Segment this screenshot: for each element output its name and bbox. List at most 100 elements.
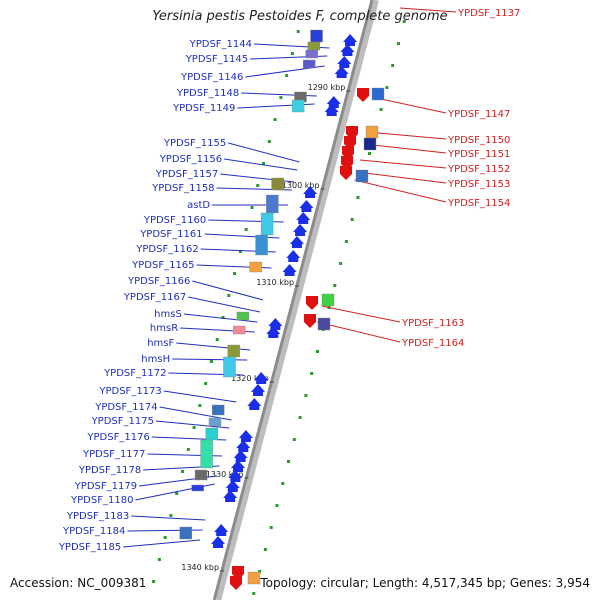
gene-leader-left xyxy=(131,515,206,521)
gene-label-left: YPDSF_1178 xyxy=(78,465,141,476)
forward-gene-arrow xyxy=(266,326,281,338)
forward-gene-arrow xyxy=(225,480,240,492)
gene-block-left xyxy=(271,177,284,191)
gene-label-left: YPDSF_1167 xyxy=(123,292,186,303)
gene-block-left xyxy=(260,212,274,236)
outer-track-dot xyxy=(333,284,337,287)
forward-gene-arrow xyxy=(326,96,341,108)
forward-gene-arrow xyxy=(299,200,314,212)
gene-block-right xyxy=(247,571,261,585)
outer-track-dot xyxy=(356,196,360,199)
forward-gene-arrow xyxy=(251,384,266,396)
gene-leader-left xyxy=(192,280,264,301)
gene-label-left: YPDSF_1172 xyxy=(103,368,166,379)
inner-track-dot xyxy=(209,360,213,363)
forward-gene-arrow xyxy=(231,460,246,472)
reverse-gene-arrow xyxy=(230,576,242,590)
forward-gene-arrow xyxy=(296,212,311,224)
gene-label-right: YPDSF_1163 xyxy=(401,318,464,329)
scale-label: 1340 kbp xyxy=(181,563,219,572)
gene-leader-left xyxy=(172,358,248,361)
forward-gene-arrow xyxy=(228,470,243,482)
gene-block-left xyxy=(205,427,219,441)
gene-block-left xyxy=(227,344,240,358)
gene-label-left: hmsF xyxy=(147,338,174,349)
gene-label-right: YPDSF_1152 xyxy=(447,164,510,175)
gene-leader-right xyxy=(359,159,447,169)
gene-block-left xyxy=(255,234,268,256)
gene-label-left: YPDSF_1161 xyxy=(139,229,202,240)
map-title: Yersinia pestis Pestoides F, complete ge… xyxy=(152,9,448,24)
inner-track-dot xyxy=(192,426,196,429)
gene-label-left: YPDSF_1166 xyxy=(127,276,190,287)
inner-track-dot xyxy=(290,52,294,55)
outer-track-dot xyxy=(315,350,319,353)
gene-label-left: YPDSF_1184 xyxy=(62,526,125,537)
gene-block-left xyxy=(291,99,305,113)
inner-track-dot xyxy=(163,536,167,539)
gene-block-left xyxy=(211,404,225,416)
scale-label: 1310 kbp xyxy=(256,278,294,287)
gene-label-left: YPDSF_1177 xyxy=(82,449,145,460)
gene-leader-right xyxy=(364,143,447,154)
gene-leader-left xyxy=(155,420,230,429)
gene-block-left xyxy=(307,41,321,51)
forward-gene-arrow xyxy=(211,536,226,548)
gene-label-right: YPDSF_1153 xyxy=(447,179,510,190)
gene-block-right xyxy=(365,125,379,139)
gene-label-left: YPDSF_1145 xyxy=(185,54,248,65)
outer-track-dot xyxy=(304,394,308,397)
gene-label-right: YPDSF_1154 xyxy=(447,198,510,209)
gene-label-left: YPDSF_1158 xyxy=(151,183,214,194)
forward-gene-arrow xyxy=(236,440,251,452)
gene-label-left: YPDSF_1180 xyxy=(70,495,133,506)
gene-leader-left xyxy=(163,390,237,403)
outer-track-dot xyxy=(287,460,291,463)
inner-track-dot xyxy=(244,228,248,231)
inner-track-dot xyxy=(204,382,208,385)
forward-gene-arrow xyxy=(334,66,349,78)
outer-track-dot xyxy=(379,108,383,111)
gene-leader-left xyxy=(183,313,258,323)
outer-track-dot xyxy=(396,42,400,45)
gene-block-right xyxy=(363,137,377,151)
gene-label-left: YPDSF_1144 xyxy=(189,39,252,50)
gene-label-left: YPDSF_1179 xyxy=(74,481,137,492)
forward-gene-arrow xyxy=(289,236,304,248)
gene-label-left: hmsH xyxy=(141,354,170,365)
forward-gene-arrow xyxy=(343,34,358,46)
outer-track-dot xyxy=(344,240,348,243)
forward-gene-arrow xyxy=(286,250,301,262)
forward-gene-arrow xyxy=(268,318,283,330)
gene-label-left: YPDSF_1146 xyxy=(180,72,243,83)
inner-track-dot xyxy=(221,316,225,319)
outer-track-dot xyxy=(263,548,267,551)
reverse-gene-arrow xyxy=(306,296,318,310)
gene-block-left xyxy=(200,439,213,469)
forward-gene-arrow xyxy=(337,56,352,68)
outer-track-dot xyxy=(258,570,262,573)
gene-leader-right xyxy=(367,131,447,140)
forward-gene-arrow xyxy=(214,524,229,536)
gene-leader-right xyxy=(317,321,401,343)
gene-label-left: YPDSF_1175 xyxy=(91,416,154,427)
gene-label-left: YPDSF_1149 xyxy=(172,103,235,114)
outer-track-dot xyxy=(368,152,372,155)
inner-track-dot xyxy=(152,580,156,583)
outer-track-dot xyxy=(275,504,279,507)
reverse-gene-arrow xyxy=(304,314,316,328)
gene-label-left: YPDSF_1183 xyxy=(66,511,129,522)
outer-track-dot xyxy=(339,262,343,265)
inner-track-dot xyxy=(296,30,300,33)
gene-leader-right xyxy=(376,97,447,114)
forward-gene-arrow xyxy=(340,44,355,56)
forward-gene-arrow xyxy=(303,186,318,198)
forward-gene-arrow xyxy=(247,398,262,410)
inner-track-dot xyxy=(186,448,190,451)
gene-label-left: YPDSF_1148 xyxy=(176,88,239,99)
gene-label-right: YPDSF_1164 xyxy=(401,338,464,349)
gene-block-left xyxy=(208,417,222,427)
gene-leader-right xyxy=(356,171,447,184)
outer-track-dot xyxy=(402,20,406,23)
outer-track-dot xyxy=(269,526,273,529)
